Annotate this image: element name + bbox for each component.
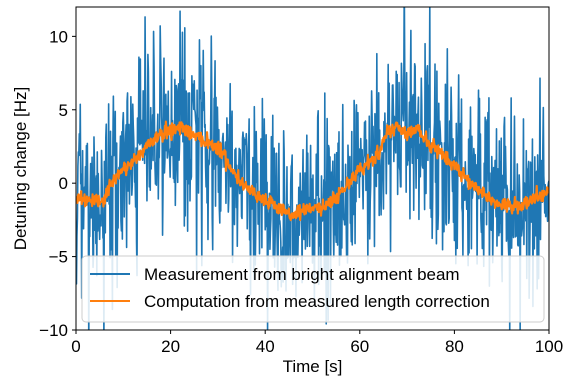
y-axis: −10 −5 0 5 10 <box>39 27 76 340</box>
plot-frame <box>75 6 550 331</box>
x-tick-label: 20 <box>161 337 180 356</box>
y-axis-label: Detuning change [Hz] <box>11 87 30 251</box>
x-axis: 0 20 40 60 80 100 <box>71 330 563 356</box>
y-tick-label: −5 <box>49 248 68 267</box>
x-tick-label: 60 <box>350 337 369 356</box>
y-tick-label: 0 <box>59 174 68 193</box>
legend-entry-computation: Computation from measured length correct… <box>144 292 490 311</box>
series-line-computation <box>76 120 549 222</box>
x-tick-label: 0 <box>71 337 80 356</box>
x-tick-label: 100 <box>535 337 563 356</box>
legend: Measurement from bright alignment beam C… <box>81 255 545 323</box>
y-tick-label: 5 <box>59 101 68 120</box>
y-tick-label: 10 <box>49 27 68 46</box>
y-tick-label: −10 <box>39 321 68 340</box>
x-tick-label: 40 <box>256 337 275 356</box>
x-axis-label: Time [s] <box>283 357 343 376</box>
legend-entry-measurement: Measurement from bright alignment beam <box>144 265 460 284</box>
x-tick-label: 80 <box>445 337 464 356</box>
legend-box <box>81 255 545 323</box>
